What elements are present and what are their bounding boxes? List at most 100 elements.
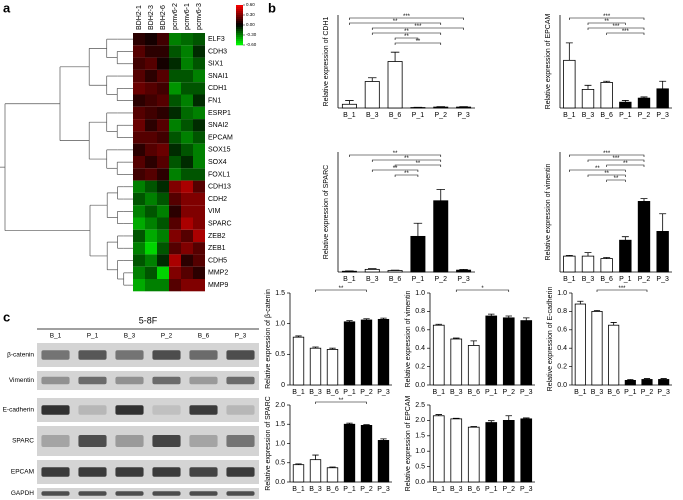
blot-band (78, 405, 107, 415)
blot-band (115, 435, 144, 447)
x-tick-label: B_3 (582, 112, 595, 119)
error-bar (368, 77, 377, 82)
x-tick-label: B_3 (582, 276, 595, 283)
protein-label: β-catenin (7, 352, 34, 359)
x-tick-label: B_6 (468, 486, 481, 493)
bar (326, 467, 339, 483)
significance-bracket (569, 154, 645, 157)
bar (485, 315, 498, 386)
heatmap-cell (145, 254, 157, 267)
colorbar-step (236, 11, 243, 14)
heatmap-cell (181, 131, 193, 144)
colorbar-step (236, 13, 243, 16)
heatmap-cell (157, 156, 169, 169)
heatmap-cell (193, 69, 205, 83)
x-tick-label: P_3 (457, 276, 470, 283)
x-tick-label: B_3 (309, 389, 322, 396)
bar (387, 270, 403, 273)
heatmap-cell (193, 217, 205, 230)
heatmap-cell (193, 192, 205, 206)
row-label: ZEB2 (208, 233, 226, 240)
x-tick-label: P_1 (619, 112, 632, 119)
column-label: BDH2-3 (148, 5, 155, 30)
heatmap-cell (181, 242, 193, 255)
heatmap-cell (133, 180, 145, 193)
bar (624, 379, 636, 386)
bar (656, 231, 669, 273)
y-tick-label: 0.8 (415, 308, 425, 315)
heatmap-cell (193, 119, 205, 132)
cell-line-label: 5-8F (139, 315, 158, 325)
blot-band (152, 376, 181, 385)
error-bar (329, 347, 336, 350)
heatmap-cell (133, 131, 145, 144)
error-bar (363, 424, 370, 426)
significance-bracket (569, 169, 626, 172)
heatmap-cell (181, 57, 193, 70)
heatmap-cell (133, 254, 145, 267)
error-bar (390, 51, 400, 62)
heatmap-cell (169, 254, 181, 267)
heatmap-cell (145, 192, 157, 206)
colorbar-step (236, 41, 243, 44)
error-bar (565, 42, 573, 61)
significance-label: ** (416, 161, 421, 167)
significance-label: * (481, 286, 484, 292)
significance-label: ** (404, 171, 409, 177)
heatmap-cell (181, 217, 193, 230)
y-tick-label: 1.5 (275, 290, 285, 297)
heatmap-cell (169, 279, 181, 292)
error-bar (660, 378, 667, 380)
error-bar (435, 323, 443, 326)
heatmap-cell (169, 33, 181, 46)
heatmap-cell (193, 45, 205, 58)
heatmap-cell (181, 82, 193, 95)
bar (581, 255, 595, 273)
heatmap-cell (169, 69, 181, 83)
significance-label: *** (618, 286, 626, 292)
heatmap-cell (169, 229, 181, 243)
blot-band (41, 405, 70, 415)
significance-label: *** (622, 29, 630, 35)
x-tick-label: P_1 (485, 389, 498, 396)
blot-band (41, 491, 70, 496)
bar (341, 270, 357, 273)
blot-band (152, 405, 181, 415)
error-bar (603, 257, 611, 259)
heatmap-cell (133, 143, 145, 156)
bar (467, 426, 480, 483)
error-bar (621, 236, 629, 241)
heatmap-cell (181, 143, 193, 156)
bar (520, 320, 533, 386)
y-axis-label: Relative expression of EPCAM (405, 395, 412, 491)
row-label: VIM (208, 208, 221, 215)
heatmap-cell (145, 131, 157, 144)
lane-label: B_3 (124, 333, 136, 340)
x-tick-label: P_1 (412, 276, 425, 283)
x-tick-label: P_2 (638, 276, 651, 283)
heatmap-cell (193, 180, 205, 193)
error-bar (659, 80, 667, 89)
heatmap-cell (181, 69, 193, 83)
heatmap-cell (145, 205, 157, 218)
heatmap-cell (169, 131, 181, 144)
bar (410, 235, 426, 273)
significance-label: ** (393, 166, 398, 172)
bar (456, 106, 472, 109)
heatmap-cell (181, 119, 193, 132)
x-tick-label: B_3 (366, 276, 379, 283)
x-tick-label: P_3 (656, 112, 669, 119)
bar (563, 59, 576, 109)
bar (450, 338, 463, 386)
y-tick-label: 2.0 (415, 417, 425, 424)
heatmap-cell (145, 94, 157, 107)
heatmap-cell (157, 119, 169, 132)
colorbar-step (236, 27, 243, 30)
blot-band (115, 491, 144, 496)
bar (637, 201, 651, 273)
y-tick-label: 1.0 (275, 321, 285, 328)
y-tick-label: 0.0 (415, 382, 425, 389)
heatmap-cell (169, 45, 181, 58)
y-tick-label: 1.0 (557, 290, 567, 297)
blot-band (41, 467, 70, 477)
